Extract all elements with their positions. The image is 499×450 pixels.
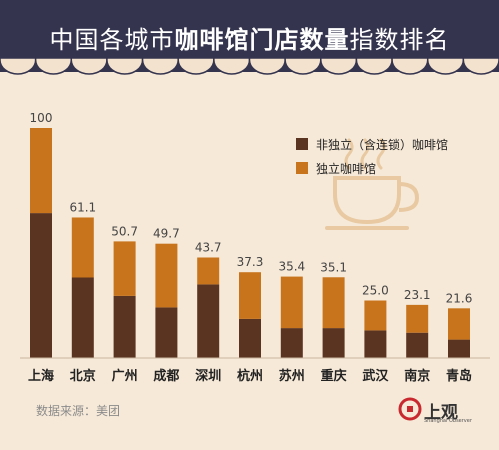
bar-value-label: 35.4 [278,260,305,274]
bar-value-label: 49.7 [153,227,180,241]
logo-subtext: Shanghai Observer [424,418,472,424]
bar-value-label: 25.0 [362,284,389,298]
bar-non-independent [280,328,303,358]
bar-non-independent [30,213,52,358]
category-label: 广州 [112,368,138,384]
category-label: 苏州 [279,368,305,384]
bar-non-independent [197,284,220,358]
bar-independent [280,276,303,329]
bar-independent [155,243,178,308]
title-part-1: 中国各城市 [49,26,175,54]
bar-independent [239,272,261,319]
coffee-cup-icon [325,138,420,230]
bar-independent [364,300,387,331]
bar-value-label: 61.1 [69,200,96,214]
bar-non-independent [239,318,261,358]
category-label: 武汉 [362,368,389,384]
legend-swatch-independent [296,162,308,174]
bar-value-label: 50.7 [111,224,138,238]
category-label: 深圳 [195,368,221,384]
value-labels-group: 100 61.1 50.7 49.7 43.7 37.3 35.4 35.1 25.0 23.1 2… [30,111,473,305]
title-part-2: 指数排名 [349,26,450,54]
bar-non-independent [406,332,429,358]
legend-label-independent: 独立咖啡馆 [316,162,377,176]
bar-non-independent [322,328,345,358]
bar-independent [406,304,429,333]
awning-scallops [0,58,499,75]
title-part-bold: 咖啡馆门店数量 [174,26,350,54]
legend-swatch-non-independent [296,138,308,150]
bar-independent [30,128,52,214]
bar-non-independent [448,339,470,358]
category-label: 北京 [70,368,96,384]
data-source: 数据来源：美团 [36,404,121,418]
category-labels-group: 上海 北京 广州 成都 深圳 杭州 苏州 重庆 武汉 南京 青岛 [28,368,472,384]
shanghai-observer-logo-icon [398,397,422,421]
logo-text: 上观 [424,403,458,423]
bar-independent [197,257,220,285]
bar-independent [448,308,470,340]
bars-group [30,128,470,358]
category-label: 南京 [404,368,430,384]
category-label: 青岛 [446,368,472,384]
bar-value-label: 21.6 [446,291,473,305]
category-label: 成都 [153,368,179,384]
bar-value-label: 37.3 [237,255,264,269]
bar-value-label: 100 [30,111,53,125]
bar-non-independent [364,330,387,358]
bar-value-label: 35.1 [320,260,347,274]
bar-independent [113,241,136,296]
bar-non-independent [155,307,178,358]
bar-non-independent [71,277,94,358]
bar-independent [71,217,94,278]
bar-independent [322,277,345,329]
page-title: 中国各城市咖啡馆门店数量指数排名 [0,20,499,55]
bar-non-independent [113,295,136,358]
category-label: 杭州 [237,368,263,384]
category-label: 上海 [28,368,54,384]
bar-value-label: 43.7 [195,240,222,254]
bar-value-label: 23.1 [404,288,431,302]
legend-label-non-independent: 非独立（含连锁）咖啡馆 [316,138,449,152]
category-label: 重庆 [321,368,347,384]
